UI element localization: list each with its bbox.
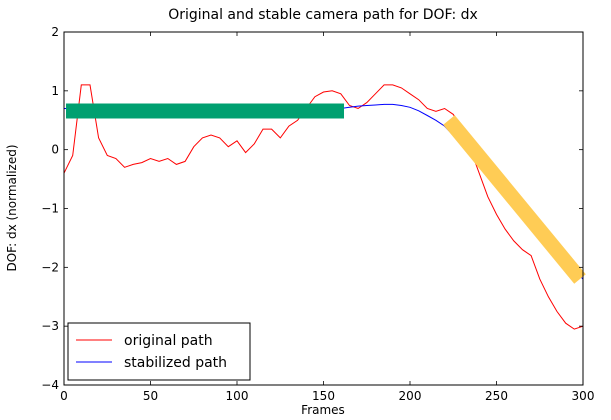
x-tick-label: 300 bbox=[572, 389, 595, 403]
x-tick-label: 0 bbox=[60, 389, 68, 403]
y-tick-label: −2 bbox=[41, 260, 59, 274]
y-tick-label: 1 bbox=[51, 84, 59, 98]
chart-title: Original and stable camera path for DOF:… bbox=[168, 7, 478, 23]
y-axis-label: DOF: dx (normalized) bbox=[5, 144, 19, 271]
y-tick-label: −4 bbox=[41, 378, 59, 392]
x-tick-label: 100 bbox=[226, 389, 249, 403]
x-tick-label: 150 bbox=[312, 389, 335, 403]
x-axis-label: Frames bbox=[301, 403, 345, 417]
y-tick-label: 0 bbox=[51, 143, 59, 157]
y-tick-label: 2 bbox=[51, 25, 59, 39]
plot-frame bbox=[63, 31, 584, 386]
legend-label: original path bbox=[124, 333, 213, 349]
y-tick-label: −1 bbox=[41, 202, 59, 216]
legend: original path stabilized path bbox=[67, 322, 251, 381]
x-tick-label: 50 bbox=[143, 389, 158, 403]
highlight-bar bbox=[443, 115, 586, 284]
legend-label: stabilized path bbox=[124, 355, 227, 371]
y-tick-label: −3 bbox=[41, 319, 59, 333]
x-tick-label: 200 bbox=[399, 389, 422, 403]
x-tick-label: 250 bbox=[485, 389, 508, 403]
series-line bbox=[63, 84, 584, 330]
legend-box bbox=[67, 322, 251, 381]
